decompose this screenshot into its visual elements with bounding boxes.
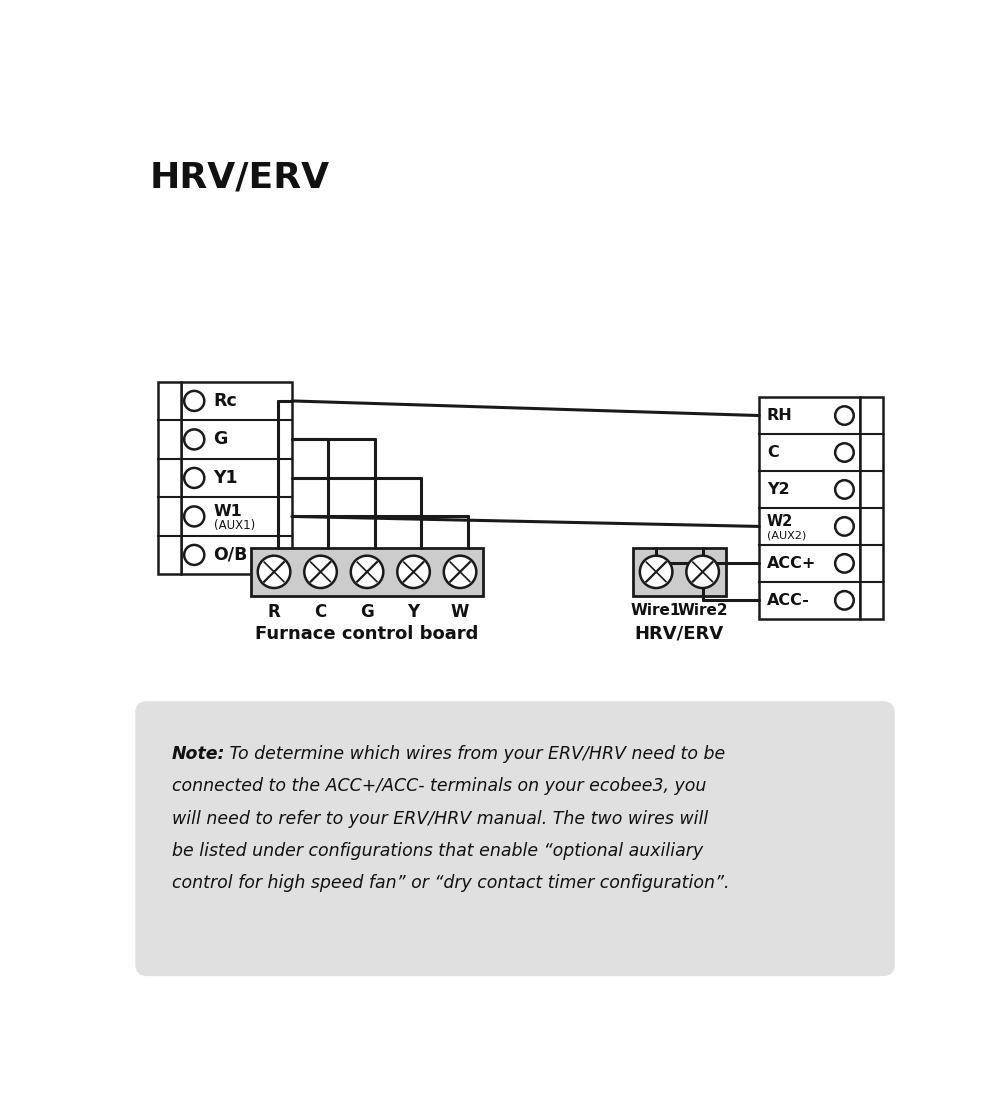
Circle shape <box>444 556 476 588</box>
Text: ACC+: ACC+ <box>767 556 817 571</box>
Text: (AUX1): (AUX1) <box>213 520 255 532</box>
Text: control for high speed fan” or “dry contact timer configuration”.: control for high speed fan” or “dry cont… <box>171 874 729 892</box>
Text: Y: Y <box>408 604 420 622</box>
FancyBboxPatch shape <box>157 381 181 574</box>
Text: Note:: Note: <box>171 745 225 763</box>
FancyBboxPatch shape <box>760 397 860 619</box>
Circle shape <box>258 556 291 588</box>
Circle shape <box>640 556 672 588</box>
FancyBboxPatch shape <box>250 548 483 596</box>
Text: will need to refer to your ERV/HRV manual. The two wires will: will need to refer to your ERV/HRV manua… <box>171 810 708 828</box>
Text: be listed under configurations that enable “optional auxiliary: be listed under configurations that enab… <box>171 842 702 860</box>
Text: W2: W2 <box>767 513 794 529</box>
FancyBboxPatch shape <box>860 397 883 619</box>
Text: ACC-: ACC- <box>767 593 810 608</box>
Text: Rc: Rc <box>213 392 237 410</box>
Text: C: C <box>767 445 779 460</box>
Circle shape <box>397 556 430 588</box>
Text: Y2: Y2 <box>767 482 790 497</box>
FancyBboxPatch shape <box>135 701 895 976</box>
Text: HRV/ERV: HRV/ERV <box>150 161 331 195</box>
Text: RH: RH <box>767 408 793 423</box>
Text: HRV/ERV: HRV/ERV <box>635 625 723 643</box>
Circle shape <box>351 556 384 588</box>
Text: To determine which wires from your ERV/HRV need to be: To determine which wires from your ERV/H… <box>223 745 724 763</box>
Text: R: R <box>268 604 281 622</box>
FancyBboxPatch shape <box>181 381 292 574</box>
Text: Y1: Y1 <box>213 469 238 486</box>
Circle shape <box>305 556 337 588</box>
Text: Wire2: Wire2 <box>677 604 727 618</box>
Text: (AUX2): (AUX2) <box>767 531 807 541</box>
Text: W1: W1 <box>213 503 242 519</box>
Text: Furnace control board: Furnace control board <box>256 625 479 643</box>
Text: O/B: O/B <box>213 546 247 564</box>
Text: C: C <box>315 604 327 622</box>
Text: Wire1: Wire1 <box>631 604 681 618</box>
Text: G: G <box>360 604 374 622</box>
Text: connected to the ACC+/ACC- terminals on your ecobee3, you: connected to the ACC+/ACC- terminals on … <box>171 778 706 796</box>
Text: G: G <box>213 430 228 449</box>
Circle shape <box>686 556 718 588</box>
Text: W: W <box>451 604 469 622</box>
FancyBboxPatch shape <box>633 548 725 596</box>
